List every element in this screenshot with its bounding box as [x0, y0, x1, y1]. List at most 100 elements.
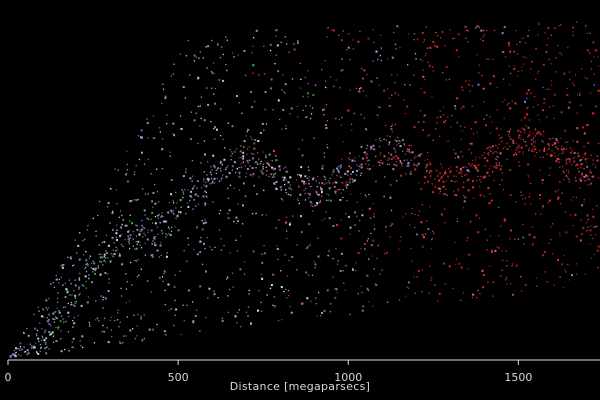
galaxy-point — [222, 53, 224, 56]
galaxy-point — [439, 192, 441, 195]
galaxy-point — [413, 126, 416, 129]
galaxy-point — [212, 201, 214, 203]
galaxy-point — [69, 294, 71, 296]
galaxy-point — [501, 250, 503, 252]
galaxy-point — [307, 70, 309, 72]
galaxy-point — [400, 236, 402, 238]
galaxy-point — [409, 173, 411, 175]
galaxy-point — [379, 54, 382, 57]
galaxy-point — [95, 268, 97, 270]
galaxy-point — [349, 313, 351, 315]
galaxy-point — [36, 334, 38, 337]
galaxy-point — [219, 160, 222, 163]
galaxy-point — [286, 297, 288, 299]
galaxy-point — [425, 26, 427, 28]
galaxy-point — [368, 193, 370, 196]
galaxy-point — [513, 140, 515, 142]
galaxy-point — [175, 191, 177, 193]
galaxy-point — [373, 42, 375, 44]
galaxy-point — [158, 256, 160, 258]
galaxy-point — [437, 300, 439, 302]
galaxy-point — [429, 170, 432, 172]
galaxy-point — [107, 257, 109, 259]
galaxy-point — [136, 276, 139, 278]
galaxy-point — [263, 244, 265, 247]
galaxy-point — [297, 200, 300, 202]
galaxy-point — [280, 270, 282, 272]
galaxy-point — [410, 145, 412, 147]
galaxy-point — [231, 169, 233, 171]
galaxy-point — [108, 278, 110, 280]
galaxy-point — [271, 176, 274, 178]
galaxy-point — [68, 279, 71, 281]
galaxy-point — [273, 176, 275, 178]
galaxy-point — [372, 239, 375, 242]
galaxy-point — [211, 249, 213, 251]
galaxy-point — [568, 157, 571, 160]
galaxy-point — [409, 224, 411, 226]
galaxy-point — [442, 180, 445, 183]
galaxy-point — [372, 305, 374, 307]
galaxy-point — [310, 204, 312, 207]
galaxy-point — [459, 125, 462, 127]
galaxy-point — [419, 110, 422, 112]
galaxy-point — [275, 35, 277, 37]
galaxy-point — [429, 46, 432, 49]
galaxy-point — [116, 239, 118, 241]
galaxy-point — [301, 154, 304, 157]
galaxy-point — [582, 156, 584, 158]
galaxy-point — [225, 168, 227, 170]
galaxy-point — [348, 165, 350, 167]
galaxy-point — [375, 139, 377, 141]
galaxy-point — [424, 233, 427, 235]
galaxy-point — [583, 175, 585, 178]
galaxy-point — [163, 270, 166, 273]
galaxy-point — [590, 234, 592, 236]
galaxy-point — [120, 210, 122, 212]
galaxy-point — [350, 173, 352, 175]
galaxy-point — [426, 163, 429, 166]
galaxy-point — [561, 145, 563, 147]
galaxy-point — [204, 219, 206, 221]
galaxy-point — [362, 305, 364, 308]
galaxy-point — [469, 143, 471, 145]
galaxy-point — [274, 154, 277, 157]
galaxy-point — [222, 79, 225, 82]
galaxy-point — [80, 304, 83, 307]
galaxy-point — [567, 141, 569, 143]
galaxy-point — [455, 263, 457, 265]
galaxy-point — [52, 336, 54, 338]
galaxy-point — [551, 144, 554, 146]
galaxy-point — [210, 166, 212, 168]
galaxy-point — [150, 254, 153, 257]
galaxy-point — [514, 65, 516, 67]
galaxy-point — [521, 66, 523, 68]
galaxy-point — [332, 224, 335, 227]
galaxy-point — [365, 196, 367, 198]
galaxy-point — [569, 79, 571, 81]
galaxy-point — [137, 199, 139, 201]
galaxy-point — [97, 267, 99, 269]
galaxy-point — [427, 61, 429, 63]
galaxy-point — [547, 27, 550, 29]
galaxy-point — [391, 158, 393, 160]
galaxy-point — [405, 213, 407, 215]
galaxy-point — [115, 189, 118, 191]
galaxy-point — [125, 273, 127, 275]
galaxy-point — [593, 73, 595, 75]
galaxy-point — [172, 212, 174, 215]
galaxy-point — [391, 56, 394, 59]
galaxy-point — [474, 165, 477, 168]
galaxy-point — [515, 264, 518, 267]
galaxy-point — [457, 189, 460, 192]
galaxy-point — [165, 220, 168, 223]
galaxy-point — [364, 248, 366, 250]
galaxy-point — [319, 201, 321, 203]
galaxy-point — [316, 186, 318, 188]
galaxy-point — [373, 148, 376, 151]
galaxy-point — [432, 237, 434, 239]
galaxy-point — [154, 222, 157, 225]
galaxy-point — [138, 274, 140, 276]
galaxy-point — [219, 167, 222, 169]
galaxy-point — [213, 290, 215, 292]
